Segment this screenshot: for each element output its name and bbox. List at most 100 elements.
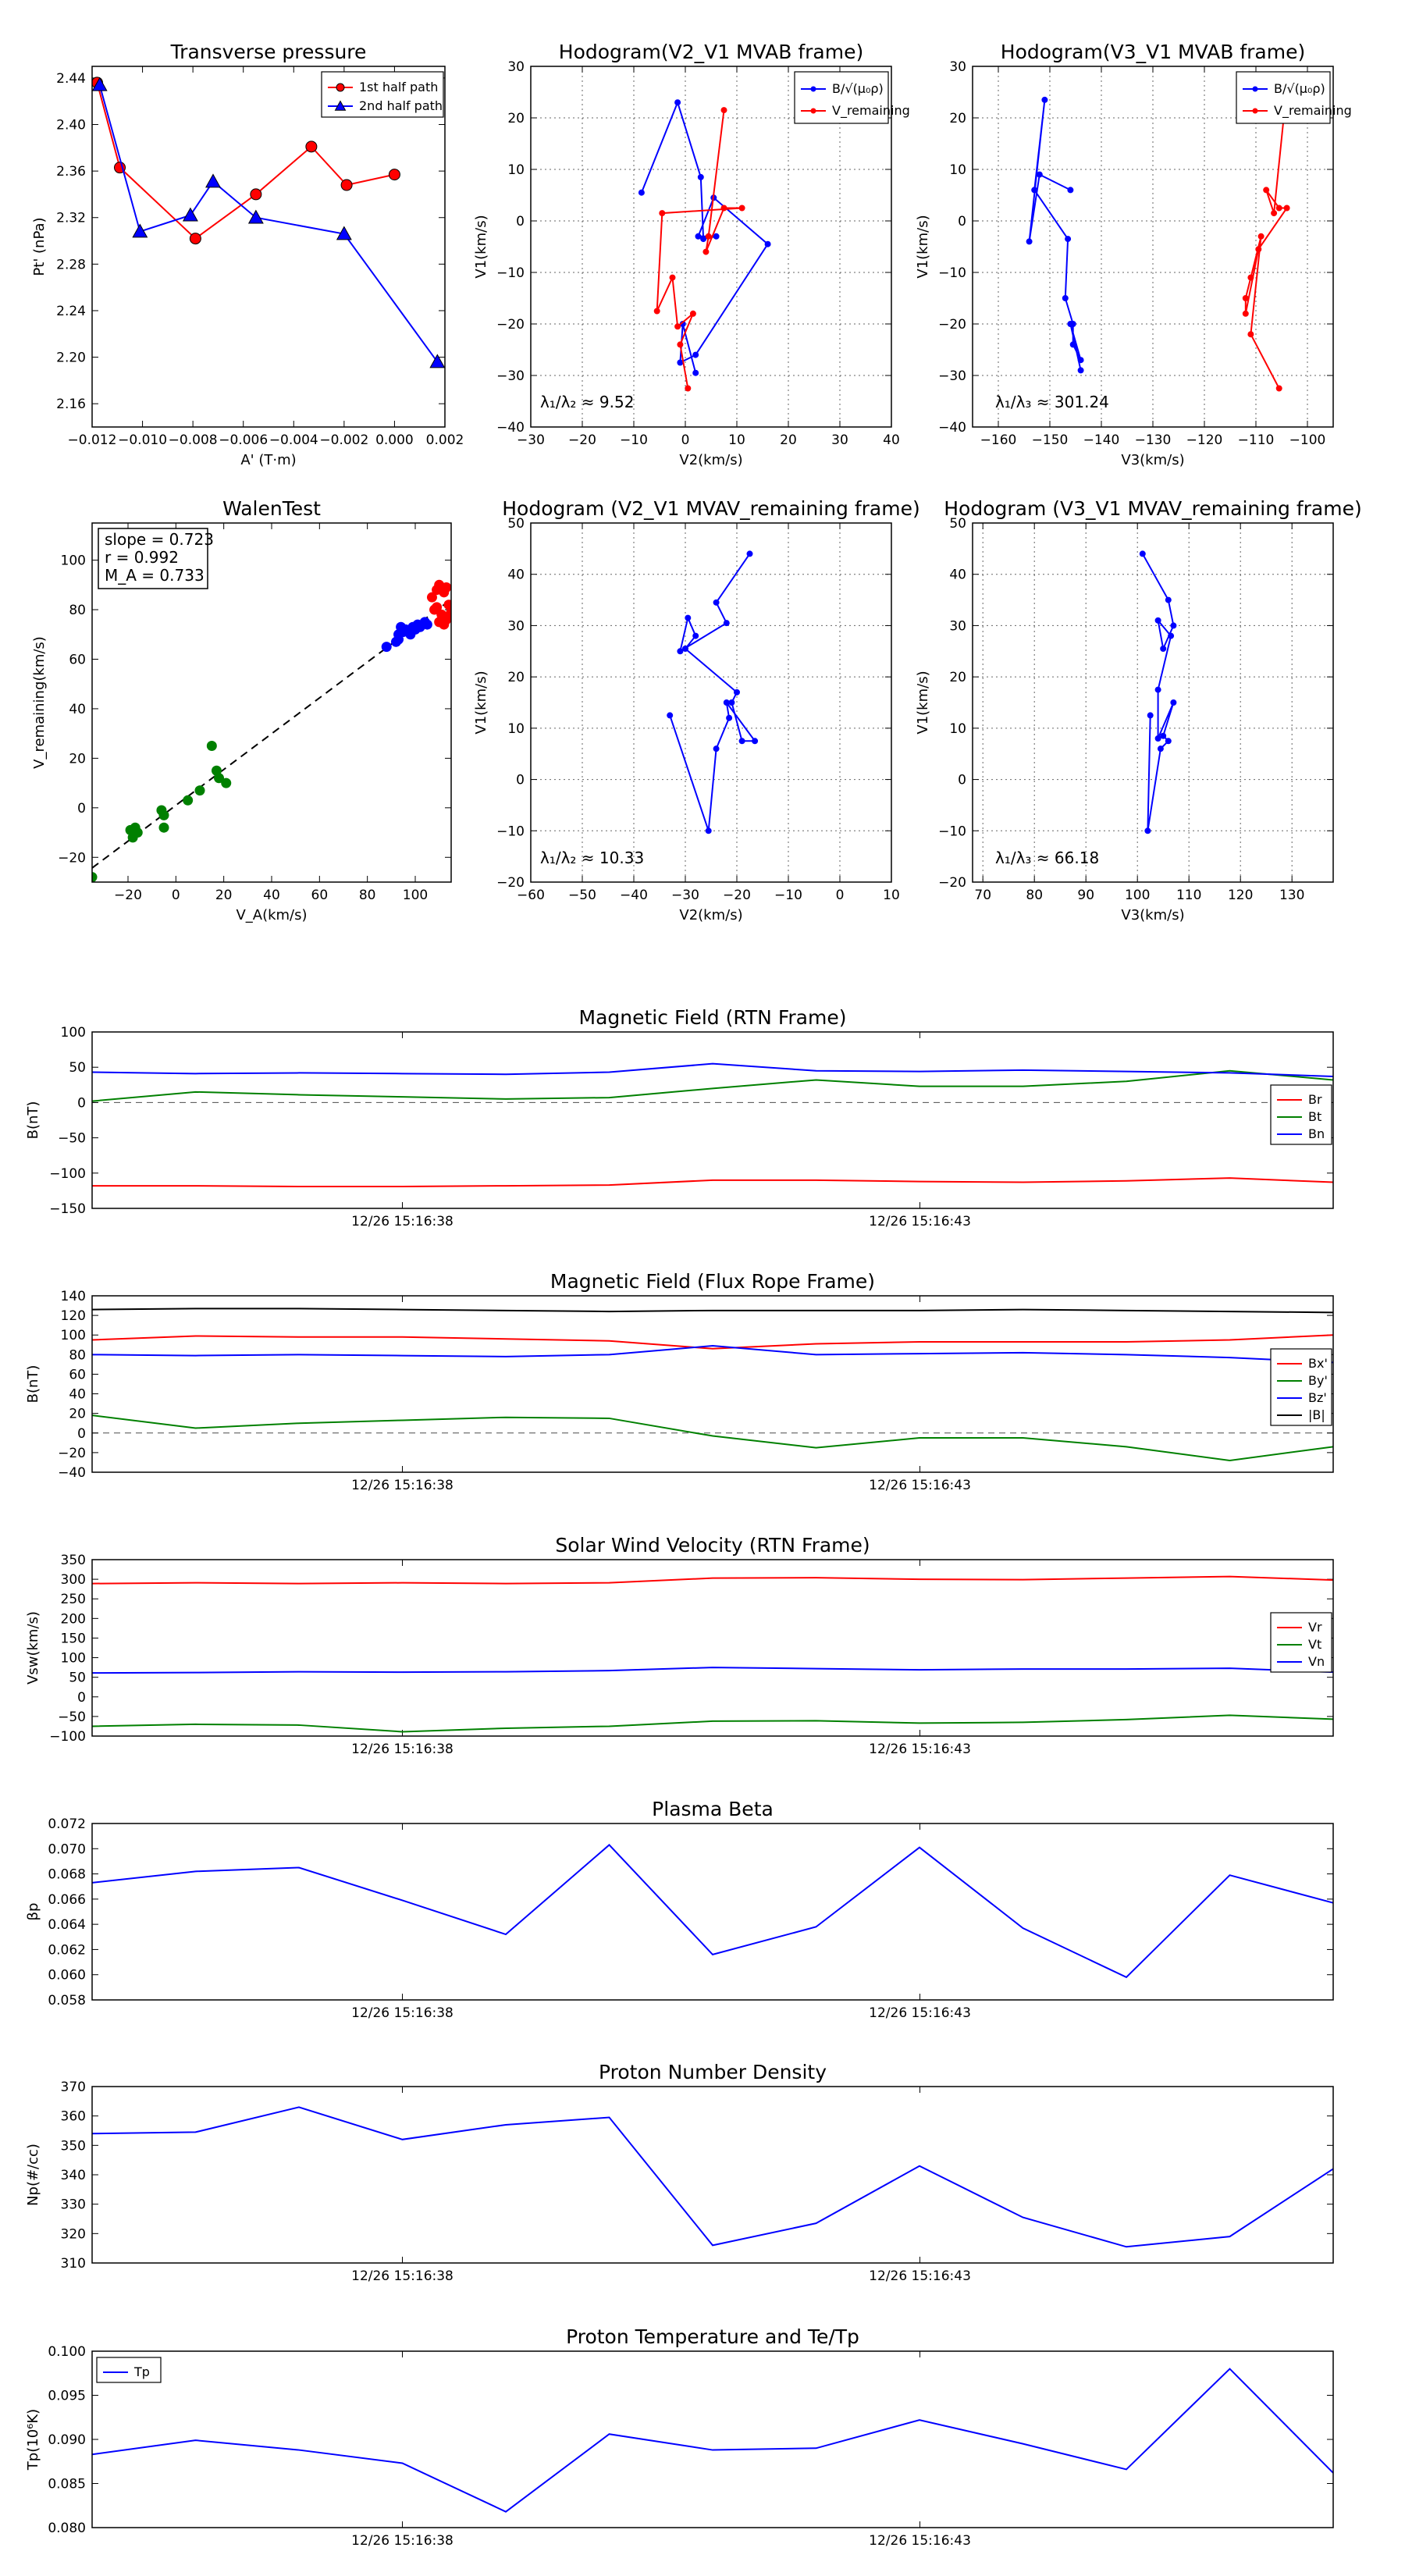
data-point [1036,171,1043,178]
y-axis-label: Np(#/cc) [25,2144,41,2206]
data-point [92,872,98,882]
y-tick-label: 0.060 [48,1968,86,1984]
x-tick-label: −0.006 [219,432,268,448]
x-tick-label: 20 [780,432,797,448]
y-tick-label: 0.072 [48,1816,86,1832]
data-point [1165,596,1172,603]
x-tick-label: −0.004 [269,432,318,448]
eigenvalue-ratio: λ₁/λ₃ ≈ 301.24 [995,393,1109,411]
annotation-text: slope = 0.723 [105,530,214,549]
y-tick-label: 2.40 [56,118,86,133]
data-point [250,188,262,201]
data-point [189,233,201,245]
y-tick-label: 40 [69,1387,86,1403]
x-tick-label: 0 [836,888,845,903]
data-point [305,141,318,153]
chart-title: Hodogram(V3_V1 MVAB frame) [1001,41,1305,63]
data-point [1147,712,1154,719]
data-point [1263,187,1270,194]
chart-title: Magnetic Field (RTN Frame) [579,1006,847,1029]
legend-label: Br [1308,1092,1322,1107]
data-point [692,632,699,639]
data-point [206,741,217,752]
data-point [764,240,771,247]
data-point [1077,367,1084,374]
y-tick-label: −100 [49,1166,86,1182]
x-tick-label: −120 [1186,432,1223,448]
y-tick-label: 40 [69,702,86,717]
data-point [752,738,759,745]
x-axis-label: V2(km/s) [679,452,742,468]
legend-label: 1st half path [359,80,438,94]
data-point [705,233,712,240]
data-point [158,809,169,820]
data-point [697,173,704,180]
y-axis-label: V1(km/s) [915,215,931,278]
x-tick-label: −0.002 [319,432,368,448]
data-point [221,777,232,788]
data-point [1154,617,1161,624]
chart-np: 310 320 330 340 350 360 370 12/26 15:16:38 12/26… [25,2061,1334,2284]
data-point [1275,205,1282,212]
x-tick-label: 80 [359,888,376,903]
x-tick-label: 12/26 15:16:38 [351,2533,454,2549]
x-tick-label: 10 [883,888,900,903]
legend-label: By' [1308,1373,1328,1388]
chart-b_fluxrope: −40 −20 0 20 40 60 80 100 120 140 12/26 15:16:38 12… [25,1270,1334,1493]
x-tick-label: 30 [831,432,848,448]
chart-vsw: −100 −50 0 50 100 150 200 250 300 350 12/26 15:16:… [25,1534,1334,1757]
x-tick-label: −100 [1289,432,1326,448]
y-tick-label: 0.100 [48,2344,86,2360]
data-point [426,592,437,603]
data-point [692,369,699,376]
y-tick-label: 0 [77,1095,86,1111]
legend-label: V_remaining [1274,103,1352,119]
data-point [638,189,645,196]
data-point [1077,357,1084,364]
series-line-1 [1244,112,1289,389]
y-tick-label: 0 [516,214,525,229]
y-tick-label: 0.080 [48,2521,86,2536]
data-point [723,620,730,627]
data-point [432,602,443,613]
y-tick-label: 100 [61,553,86,569]
data-layer [638,99,771,392]
y-tick-label: 60 [69,652,86,667]
y-axis-label: V1(km/s) [915,671,931,734]
data-point [692,351,699,358]
data-point [1067,187,1074,194]
plot-frame [91,522,452,883]
y-tick-label: 10 [949,162,966,178]
data-point [205,173,221,188]
legend-label: Bt [1308,1109,1321,1124]
y-tick-label: 100 [61,1328,86,1343]
data-point [720,205,727,212]
y-axis-label: βp [25,1903,41,1921]
data-point [674,323,681,330]
x-tick-label: −140 [1083,432,1120,448]
series-line-0 [91,1844,1334,1979]
y-tick-label: 20 [949,670,966,685]
y-tick-label: 20 [507,111,525,126]
data-point [388,169,400,181]
y-tick-label: 2.32 [56,211,86,226]
y-tick-label: −10 [496,824,525,839]
legend-marker [1252,108,1258,114]
x-tick-label: −20 [114,888,142,903]
legend-label: B/√(μ₀ρ) [1274,81,1325,96]
fit-line [92,599,451,869]
x-tick-label: 0 [681,432,690,448]
y-tick-label: −20 [938,317,966,333]
y-tick-label: 2.16 [56,397,86,412]
data-point [194,785,205,796]
series-line-2 [91,1345,1334,1364]
data-point [713,233,720,240]
y-tick-label: −30 [938,368,966,384]
y-tick-label: −10 [496,265,525,281]
plot-frame [91,1031,1334,1209]
data-point [677,648,684,655]
legend-label: 2nd half path [359,98,443,113]
y-tick-label: 0 [516,773,525,788]
x-tick-label: 100 [1125,888,1150,903]
x-tick-label: 130 [1279,888,1304,903]
